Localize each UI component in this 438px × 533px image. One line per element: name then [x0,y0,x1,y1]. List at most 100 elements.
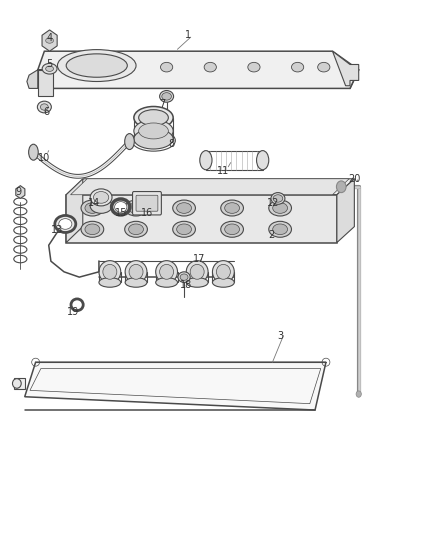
Ellipse shape [99,261,121,283]
Ellipse shape [336,181,346,192]
Ellipse shape [37,101,51,113]
Polygon shape [16,185,25,198]
Ellipse shape [115,201,127,212]
Ellipse shape [162,93,171,100]
Ellipse shape [216,264,230,279]
Ellipse shape [269,221,291,237]
Ellipse shape [59,219,72,229]
Ellipse shape [66,54,127,77]
Text: 8: 8 [168,139,174,149]
Bar [66,195,337,243]
Polygon shape [25,362,326,410]
Ellipse shape [12,378,21,388]
Ellipse shape [186,278,208,287]
Ellipse shape [90,189,112,206]
Ellipse shape [42,63,57,74]
Polygon shape [71,179,349,195]
Ellipse shape [180,274,188,280]
Ellipse shape [134,120,173,142]
Ellipse shape [155,261,177,283]
Ellipse shape [173,221,195,237]
Ellipse shape [318,62,330,72]
Ellipse shape [129,203,144,213]
Text: 10: 10 [38,152,50,163]
Ellipse shape [186,261,208,283]
Polygon shape [337,179,354,243]
Ellipse shape [99,278,121,287]
Polygon shape [66,179,354,195]
Ellipse shape [204,62,216,72]
Text: 16: 16 [141,208,153,219]
Text: 12: 12 [267,198,280,208]
Ellipse shape [93,191,109,203]
Ellipse shape [46,38,53,43]
Ellipse shape [81,221,104,237]
Text: 18: 18 [180,280,192,290]
Ellipse shape [103,264,117,279]
Ellipse shape [125,200,148,216]
Text: 14: 14 [88,198,101,208]
Ellipse shape [173,200,195,216]
Text: 15: 15 [115,208,127,219]
Ellipse shape [125,261,147,283]
Ellipse shape [57,50,136,82]
Ellipse shape [248,62,260,72]
Polygon shape [332,51,359,86]
Text: 20: 20 [348,174,360,184]
Polygon shape [27,70,44,88]
Text: 7: 7 [159,99,166,109]
Text: 1: 1 [185,30,191,41]
Ellipse shape [81,200,104,216]
Ellipse shape [177,203,191,213]
Ellipse shape [134,107,173,129]
Text: 17: 17 [193,254,205,263]
Ellipse shape [28,144,38,160]
Ellipse shape [129,224,144,235]
Ellipse shape [178,272,190,282]
Ellipse shape [291,62,304,72]
Polygon shape [66,179,83,243]
Ellipse shape [273,195,283,202]
Ellipse shape [221,200,244,216]
Text: 11: 11 [217,166,230,176]
Ellipse shape [155,278,177,287]
Ellipse shape [125,134,134,150]
Ellipse shape [221,221,244,237]
Text: 3: 3 [277,330,283,341]
Text: 13: 13 [51,225,64,236]
Polygon shape [42,30,57,51]
Text: 2: 2 [268,230,275,240]
Ellipse shape [356,391,361,397]
Ellipse shape [134,129,173,149]
FancyBboxPatch shape [136,195,158,211]
Ellipse shape [190,264,204,279]
Ellipse shape [40,104,48,110]
Ellipse shape [55,215,76,232]
Text: 6: 6 [43,107,49,117]
Ellipse shape [160,62,173,72]
Ellipse shape [273,224,288,235]
Polygon shape [14,378,25,389]
Ellipse shape [139,110,168,126]
Ellipse shape [46,66,53,71]
Ellipse shape [225,203,240,213]
FancyBboxPatch shape [133,191,161,215]
Ellipse shape [125,221,148,237]
Ellipse shape [212,278,234,287]
Polygon shape [38,51,359,88]
Polygon shape [38,70,53,96]
Ellipse shape [90,198,112,213]
Ellipse shape [212,261,234,283]
Text: 5: 5 [46,60,53,69]
Ellipse shape [177,224,191,235]
Ellipse shape [139,123,168,139]
Ellipse shape [200,151,212,169]
Text: 19: 19 [67,306,79,317]
Text: 9: 9 [15,187,21,197]
Ellipse shape [85,203,100,213]
Ellipse shape [159,264,173,279]
Ellipse shape [225,224,240,235]
Ellipse shape [129,264,143,279]
Ellipse shape [85,224,100,235]
Ellipse shape [269,200,291,216]
